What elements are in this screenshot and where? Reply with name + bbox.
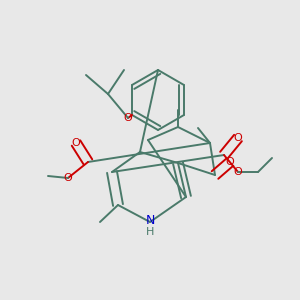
Text: N: N	[145, 214, 155, 226]
Text: O: O	[72, 138, 80, 148]
Text: O: O	[234, 133, 242, 143]
Text: O: O	[124, 113, 132, 123]
Text: H: H	[146, 227, 154, 237]
Text: O: O	[64, 173, 72, 183]
Text: O: O	[226, 157, 234, 167]
Text: O: O	[234, 167, 242, 177]
